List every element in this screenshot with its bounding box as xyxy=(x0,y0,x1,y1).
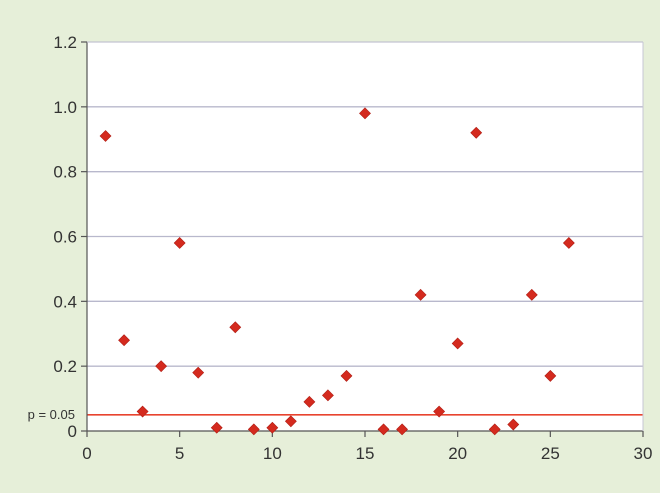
data-point xyxy=(303,395,316,408)
data-point xyxy=(451,337,464,350)
data-point xyxy=(266,421,279,434)
data-point xyxy=(470,126,483,139)
data-point xyxy=(340,369,353,382)
data-point xyxy=(322,389,334,402)
data-point xyxy=(562,237,575,249)
data-point xyxy=(99,130,112,142)
axes xyxy=(81,41,644,437)
data-point xyxy=(507,418,520,431)
data-point xyxy=(377,423,390,436)
data-point xyxy=(173,237,186,249)
y-tick-label: 0.4 xyxy=(53,292,77,311)
tick-labels: 0 0.2 0.4 0.6 0.8 1.0 1.2 0 5 10 15 20 25 30 xyxy=(53,33,652,463)
threshold-label: p = 0.05 xyxy=(28,407,75,422)
data-point xyxy=(155,360,168,373)
x-tick-label: 25 xyxy=(541,444,560,463)
data-point xyxy=(247,423,260,436)
data-point xyxy=(359,107,371,120)
data-points xyxy=(99,107,575,436)
y-tick-label: 1.2 xyxy=(53,33,77,52)
x-tick-label: 30 xyxy=(634,444,653,463)
x-tick-label: 5 xyxy=(175,444,184,463)
data-point xyxy=(396,423,408,436)
data-point xyxy=(118,334,130,347)
x-tick-label: 15 xyxy=(356,444,375,463)
x-tick-label: 10 xyxy=(263,444,282,463)
data-point xyxy=(433,405,446,418)
x-tick-label: 20 xyxy=(448,444,467,463)
data-point xyxy=(414,288,427,301)
y-tick-label: 1.0 xyxy=(53,98,77,117)
data-point xyxy=(488,423,501,436)
data-point xyxy=(525,288,538,301)
data-point xyxy=(136,405,149,418)
data-point xyxy=(284,415,297,428)
data-point xyxy=(229,321,242,334)
y-tick-label: 0.6 xyxy=(53,228,77,247)
data-point xyxy=(210,421,223,434)
y-tick-label: 0.8 xyxy=(53,163,77,182)
y-tick-label: 0 xyxy=(68,422,77,441)
data-point xyxy=(544,369,557,382)
x-tick-label: 0 xyxy=(82,444,91,463)
data-point xyxy=(192,366,205,379)
y-tick-label: 0.2 xyxy=(53,357,77,376)
